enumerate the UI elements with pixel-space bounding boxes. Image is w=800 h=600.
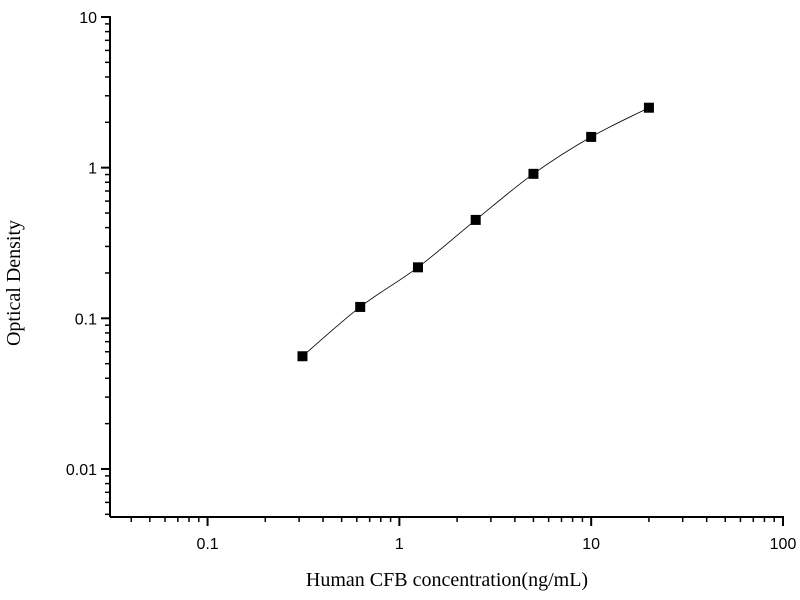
data-point	[470, 214, 481, 225]
y-axis-title: Optical Density	[3, 220, 25, 346]
y-tick-label: 0.1	[75, 311, 97, 328]
x-tick-label: 0.1	[196, 536, 218, 553]
axes	[109, 16, 784, 518]
data-point	[528, 168, 539, 179]
fit-curve	[302, 107, 650, 357]
data-point	[412, 262, 423, 273]
ticks: 0.1 1 10 100 0.01 0.1 1 10	[66, 10, 797, 553]
data-point	[586, 131, 597, 142]
y-tick-label: 0.01	[66, 462, 97, 479]
x-tick-label: 10	[582, 536, 600, 553]
x-axis-title: Human CFB concentration(ng/mL)	[306, 569, 588, 591]
x-tick-label: 100	[770, 536, 797, 553]
data-point	[297, 351, 308, 362]
data-point	[355, 301, 366, 312]
fit-curve-layer	[302, 107, 650, 357]
y-tick-label: 1	[88, 161, 97, 178]
x-tick-label: 1	[395, 536, 404, 553]
data-points	[297, 102, 654, 362]
data-point	[643, 102, 654, 113]
y-tick-label: 10	[79, 10, 97, 27]
